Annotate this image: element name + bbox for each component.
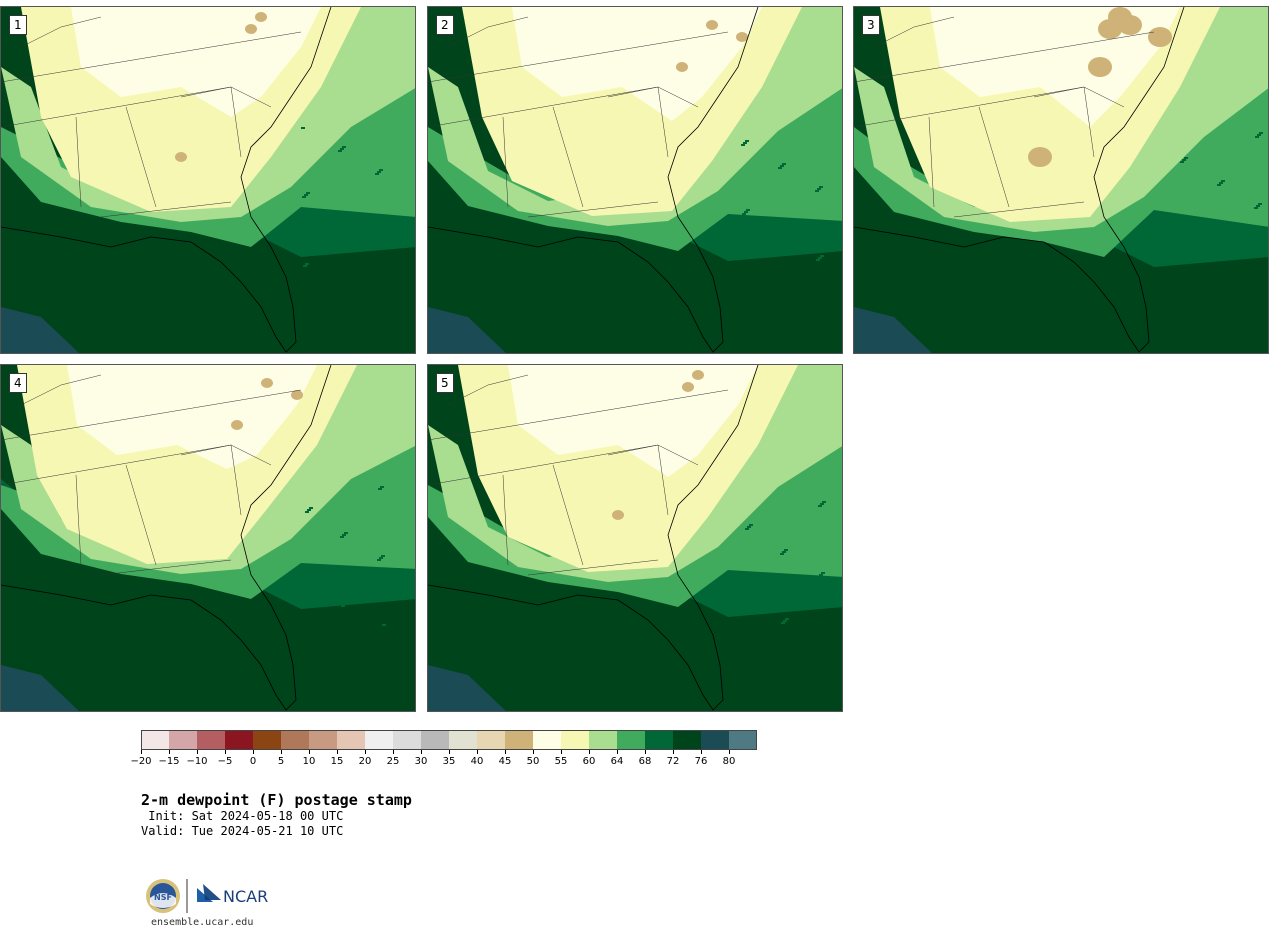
colorbar-tick-label: 35 <box>442 756 456 767</box>
panel-number-2: 2 <box>436 15 454 35</box>
dewpoint-map-4 <box>1 365 415 711</box>
colorbar-tick-label: 50 <box>526 756 540 767</box>
panel-number-1: 1 <box>9 15 27 35</box>
map-panel-4[interactable]: 4 <box>0 364 416 712</box>
colorbar-tick-label: 68 <box>638 756 652 767</box>
colorbar-tick-label: 20 <box>358 756 372 767</box>
colorbar-tick-label: 76 <box>694 756 708 767</box>
panel-number-5: 5 <box>436 373 454 393</box>
colorbar-tick-label: −10 <box>186 756 208 767</box>
colorbar-tick-label: 30 <box>414 756 428 767</box>
nsf-logo-text: NSF <box>154 893 172 902</box>
colorbar-tick-label: 40 <box>470 756 484 767</box>
colorbar-swatch <box>169 730 197 750</box>
colorbar-swatch <box>281 730 309 750</box>
colorbar-tick-label: 80 <box>722 756 736 767</box>
colorbar-tick-label: −5 <box>217 756 233 767</box>
logo-area: NSF NCAR <box>145 876 275 916</box>
colorbar-tick-label: 10 <box>302 756 316 767</box>
dewpoint-map-2 <box>428 7 842 353</box>
colorbar-swatch <box>421 730 449 750</box>
map-panel-3[interactable]: 3 <box>853 6 1269 354</box>
colorbar-swatch <box>393 730 421 750</box>
valid-time: Valid: Tue 2024-05-21 10 UTC <box>141 824 344 838</box>
colorbar-tick-label: 60 <box>582 756 596 767</box>
ncar-logo-text: NCAR <box>223 887 268 906</box>
panel-number-3: 3 <box>862 15 880 35</box>
colorbar-swatch <box>561 730 589 750</box>
logos: NSF NCAR <box>146 879 268 913</box>
colorbar-tick-label: 15 <box>330 756 344 767</box>
site-url: ensemble.ucar.edu <box>151 917 254 928</box>
colorbar-tick-labels: −20 −15 −10 −5 0 5 10 15 20 25 30 35 40 45 50 55 60 64 68 7… <box>130 756 781 770</box>
colorbar-tick-label: 55 <box>554 756 568 767</box>
colorbar-swatch <box>505 730 533 750</box>
colorbar-swatch <box>477 730 505 750</box>
colorbar-tick-label: −15 <box>158 756 180 767</box>
colorbar-tick-label: 64 <box>610 756 624 767</box>
dewpoint-map-5 <box>428 365 842 711</box>
nsf-logo-icon: NSF <box>146 879 180 913</box>
map-panel-2[interactable]: 2 <box>427 6 843 354</box>
colorbar-tick-label: −20 <box>130 756 152 767</box>
colorbar-swatch <box>337 730 365 750</box>
map-panel-1[interactable]: 1 <box>0 6 416 354</box>
dewpoint-map-1 <box>1 7 415 353</box>
colorbar-tick-label: 5 <box>277 756 285 767</box>
colorbar-swatch <box>533 730 561 750</box>
colorbar-swatch <box>197 730 225 750</box>
colorbar <box>141 730 757 754</box>
colorbar-tick-label: 25 <box>386 756 400 767</box>
colorbar-tick-label: 45 <box>498 756 512 767</box>
colorbar-swatch <box>729 730 757 750</box>
colorbar-swatch <box>141 730 169 750</box>
ncar-logo-icon: NCAR <box>197 884 268 906</box>
colorbar-swatch <box>645 730 673 750</box>
colorbar-swatch <box>589 730 617 750</box>
init-time: Init: Sat 2024-05-18 00 UTC <box>141 809 344 823</box>
figure-title: 2-m dewpoint (F) postage stamp <box>141 791 412 809</box>
colorbar-swatch <box>309 730 337 750</box>
colorbar-swatch <box>225 730 253 750</box>
map-panel-5[interactable]: 5 <box>427 364 843 712</box>
colorbar-swatch <box>701 730 729 750</box>
colorbar-swatch <box>673 730 701 750</box>
colorbar-tick-label: 72 <box>666 756 680 767</box>
dewpoint-map-3 <box>854 7 1268 353</box>
colorbar-tick-label: 0 <box>249 756 257 767</box>
colorbar-swatch <box>365 730 393 750</box>
panel-number-4: 4 <box>9 373 27 393</box>
colorbar-swatch <box>253 730 281 750</box>
colorbar-swatch <box>449 730 477 750</box>
colorbar-swatch <box>617 730 645 750</box>
